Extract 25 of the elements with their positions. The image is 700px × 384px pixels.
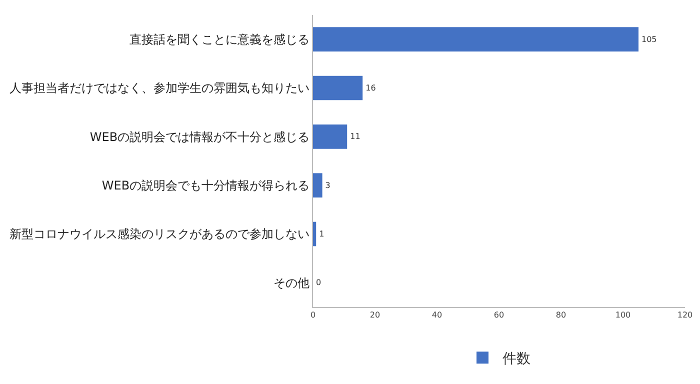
data-label: 3 bbox=[325, 180, 330, 190]
data-label: 1 bbox=[319, 230, 324, 238]
x-tick-label: 120 bbox=[677, 310, 693, 320]
x-tick-label: 60 bbox=[494, 310, 504, 320]
y-tick-label: 人事担当者だけではなく、参加学生の雰囲気も知りたい bbox=[10, 81, 310, 96]
y-tick-label: 新型コロナウイルス感染のリスクがあるので参加しない bbox=[10, 227, 310, 242]
bar bbox=[313, 27, 638, 52]
y-tick-label: 直接話を聞くことに意義を感じる bbox=[130, 32, 310, 47]
data-label: 0 bbox=[316, 278, 322, 288]
legend-label: 件数 bbox=[502, 351, 530, 368]
x-tick-label: 20 bbox=[370, 310, 380, 320]
bar bbox=[313, 124, 348, 149]
x-tick-label: 80 bbox=[556, 310, 566, 320]
bar bbox=[313, 76, 363, 100]
x-tick-label: 100 bbox=[615, 310, 631, 320]
x-tick-label: 0 bbox=[310, 310, 316, 320]
x-tick-label: 40 bbox=[432, 310, 442, 320]
bar bbox=[313, 222, 316, 246]
y-tick-label: その他 bbox=[274, 276, 310, 290]
bar bbox=[313, 173, 322, 198]
data-label: 11 bbox=[350, 132, 360, 142]
data-label: 105 bbox=[642, 34, 657, 44]
y-tick-label: WEBの説明会では情報が不十分と感じる bbox=[90, 130, 310, 144]
y-tick-label: WEBの説明会でも十分情報が得られる bbox=[102, 178, 310, 193]
data-label: 16 bbox=[366, 84, 376, 92]
